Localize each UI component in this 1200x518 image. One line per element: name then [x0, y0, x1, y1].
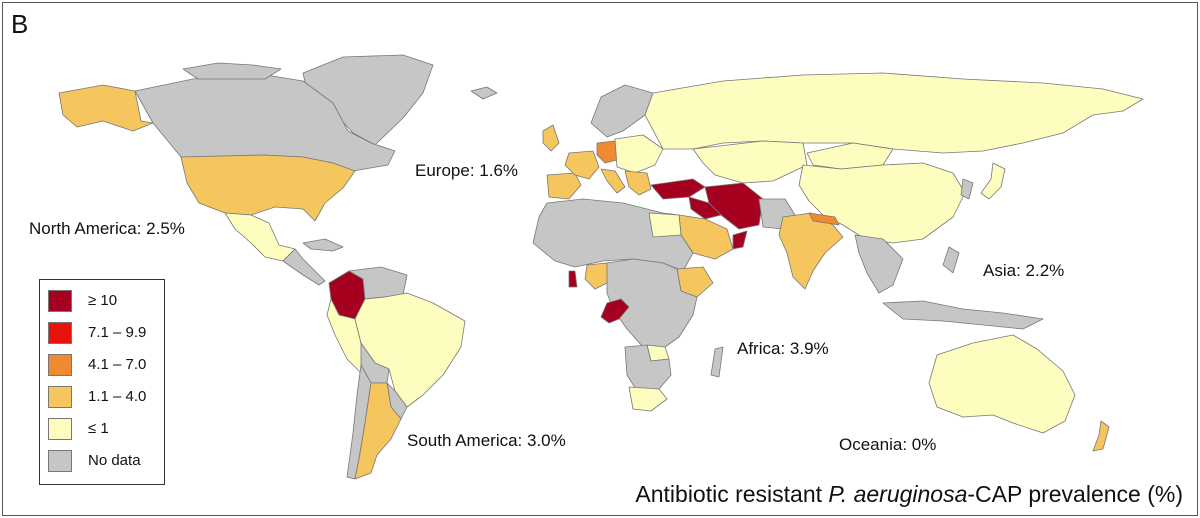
turkey [650, 178, 706, 200]
region-label-europe: Europe: 1.6% [415, 161, 519, 180]
legend-label: ≤ 1 [88, 420, 109, 437]
caribbean [302, 238, 344, 252]
legend-swatch [48, 290, 72, 312]
usa [180, 154, 356, 222]
region-label-north-america: North America: 2.5% [29, 219, 185, 238]
iran [704, 182, 764, 230]
legend-swatch [48, 322, 72, 344]
new-zealand [1092, 420, 1110, 452]
legend-label: ≥ 10 [88, 292, 118, 309]
legend-swatch [48, 354, 72, 376]
ghana [568, 270, 578, 288]
legend-swatch [48, 386, 72, 408]
southern-africa [624, 344, 672, 392]
italy [600, 168, 626, 194]
alaska [58, 84, 154, 132]
china [798, 162, 966, 244]
korea [960, 178, 974, 200]
se-asia [854, 234, 904, 294]
madagascar [710, 346, 724, 378]
iraq [688, 196, 722, 220]
south-africa [628, 386, 668, 412]
germany [596, 140, 622, 164]
russia [644, 72, 1144, 154]
scandinavia [590, 84, 654, 138]
iceland [470, 86, 498, 100]
legend-swatch [48, 450, 72, 472]
balkans [624, 170, 652, 196]
world-choropleth-map [58, 54, 1144, 480]
australia [928, 334, 1076, 434]
mexico [224, 212, 296, 262]
nigeria [584, 262, 612, 290]
legend-label: 1.1 – 4.0 [88, 388, 147, 405]
legend-label: 4.1 – 7.0 [88, 356, 147, 373]
panel-letter: B [11, 9, 29, 39]
map-caption: Antibiotic resistant P. aeruginosa-CAP p… [635, 481, 1183, 508]
legend-swatch [48, 418, 72, 440]
region-label-asia: Asia: 2.2% [983, 261, 1065, 280]
iberia [546, 172, 582, 200]
region-label-south-america: South America: 3.0% [407, 431, 566, 450]
congo [600, 298, 630, 324]
caption-organism: P. aeruginosa [828, 481, 968, 507]
argentina [354, 382, 402, 480]
oman [732, 230, 748, 250]
central-america [282, 248, 326, 286]
region-label-oceania: Oceania: 0% [839, 435, 937, 454]
canada-islands [182, 62, 282, 80]
france [564, 150, 600, 180]
nepal [808, 212, 840, 226]
indonesia [882, 300, 1044, 330]
uk [542, 124, 560, 152]
central-europe [614, 134, 664, 174]
japan [980, 162, 1006, 200]
legend-label: No data [88, 452, 141, 469]
map-legend: ≥ 10 7.1 – 9.9 4.1 – 7.0 1.1 – 4.0 ≤ 1 N… [39, 279, 165, 485]
philippines [942, 246, 960, 274]
legend-label: 7.1 – 9.9 [88, 324, 147, 341]
caption-suffix: -CAP prevalence (%) [967, 481, 1183, 507]
caption-prefix: Antibiotic resistant [635, 481, 829, 507]
central-asia [692, 140, 808, 184]
region-label-africa: Africa: 3.9% [737, 339, 829, 358]
egypt [648, 212, 682, 238]
